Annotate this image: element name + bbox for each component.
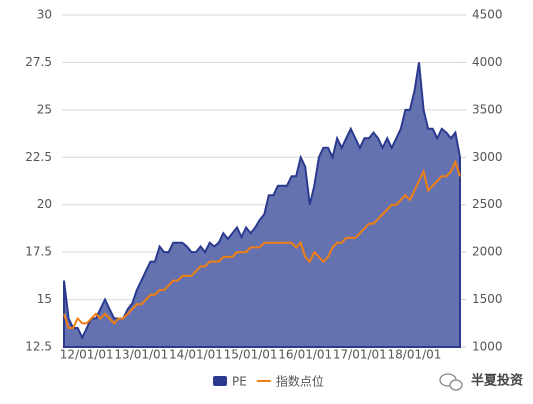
watermark-icon (439, 373, 463, 391)
y-tick-label: 25 (37, 102, 52, 116)
y2-tick-label: 2000 (472, 245, 503, 259)
x-tick-label: 16/01/01 (278, 348, 332, 362)
y-tick-label: 22.5 (25, 150, 52, 164)
legend-label: 指数点位 (276, 374, 324, 389)
y2-tick-label: 1000 (472, 340, 503, 354)
legend-swatch (213, 376, 227, 386)
x-tick-label: 15/01/01 (224, 348, 278, 362)
y-tick-label: 17.5 (25, 245, 52, 259)
x-tick-label: 18/01/01 (388, 348, 442, 362)
y-tick-label: 27.5 (25, 55, 52, 69)
y2-tick-label: 4000 (472, 55, 503, 69)
y-tick-label: 20 (37, 197, 52, 211)
x-tick-label: 12/01/01 (60, 348, 114, 362)
y2-tick-label: 4500 (472, 8, 503, 22)
y2-tick-label: 1500 (472, 292, 503, 306)
y-tick-label: 15 (37, 292, 52, 306)
y2-tick-label: 3000 (472, 150, 503, 164)
x-tick-label: 14/01/01 (169, 348, 223, 362)
y2-tick-label: 2500 (472, 197, 503, 211)
pe-area (63, 62, 461, 348)
y-tick-label: 30 (37, 8, 52, 22)
x-tick-label: 17/01/01 (333, 348, 387, 362)
y-tick-label: 12.5 (25, 340, 52, 354)
y2-tick-label: 3500 (472, 102, 503, 116)
index-line (63, 159, 461, 329)
watermark: 半夏投资 (471, 373, 523, 389)
legend-label: PE (232, 375, 247, 389)
x-tick-label: 13/01/01 (114, 348, 168, 362)
